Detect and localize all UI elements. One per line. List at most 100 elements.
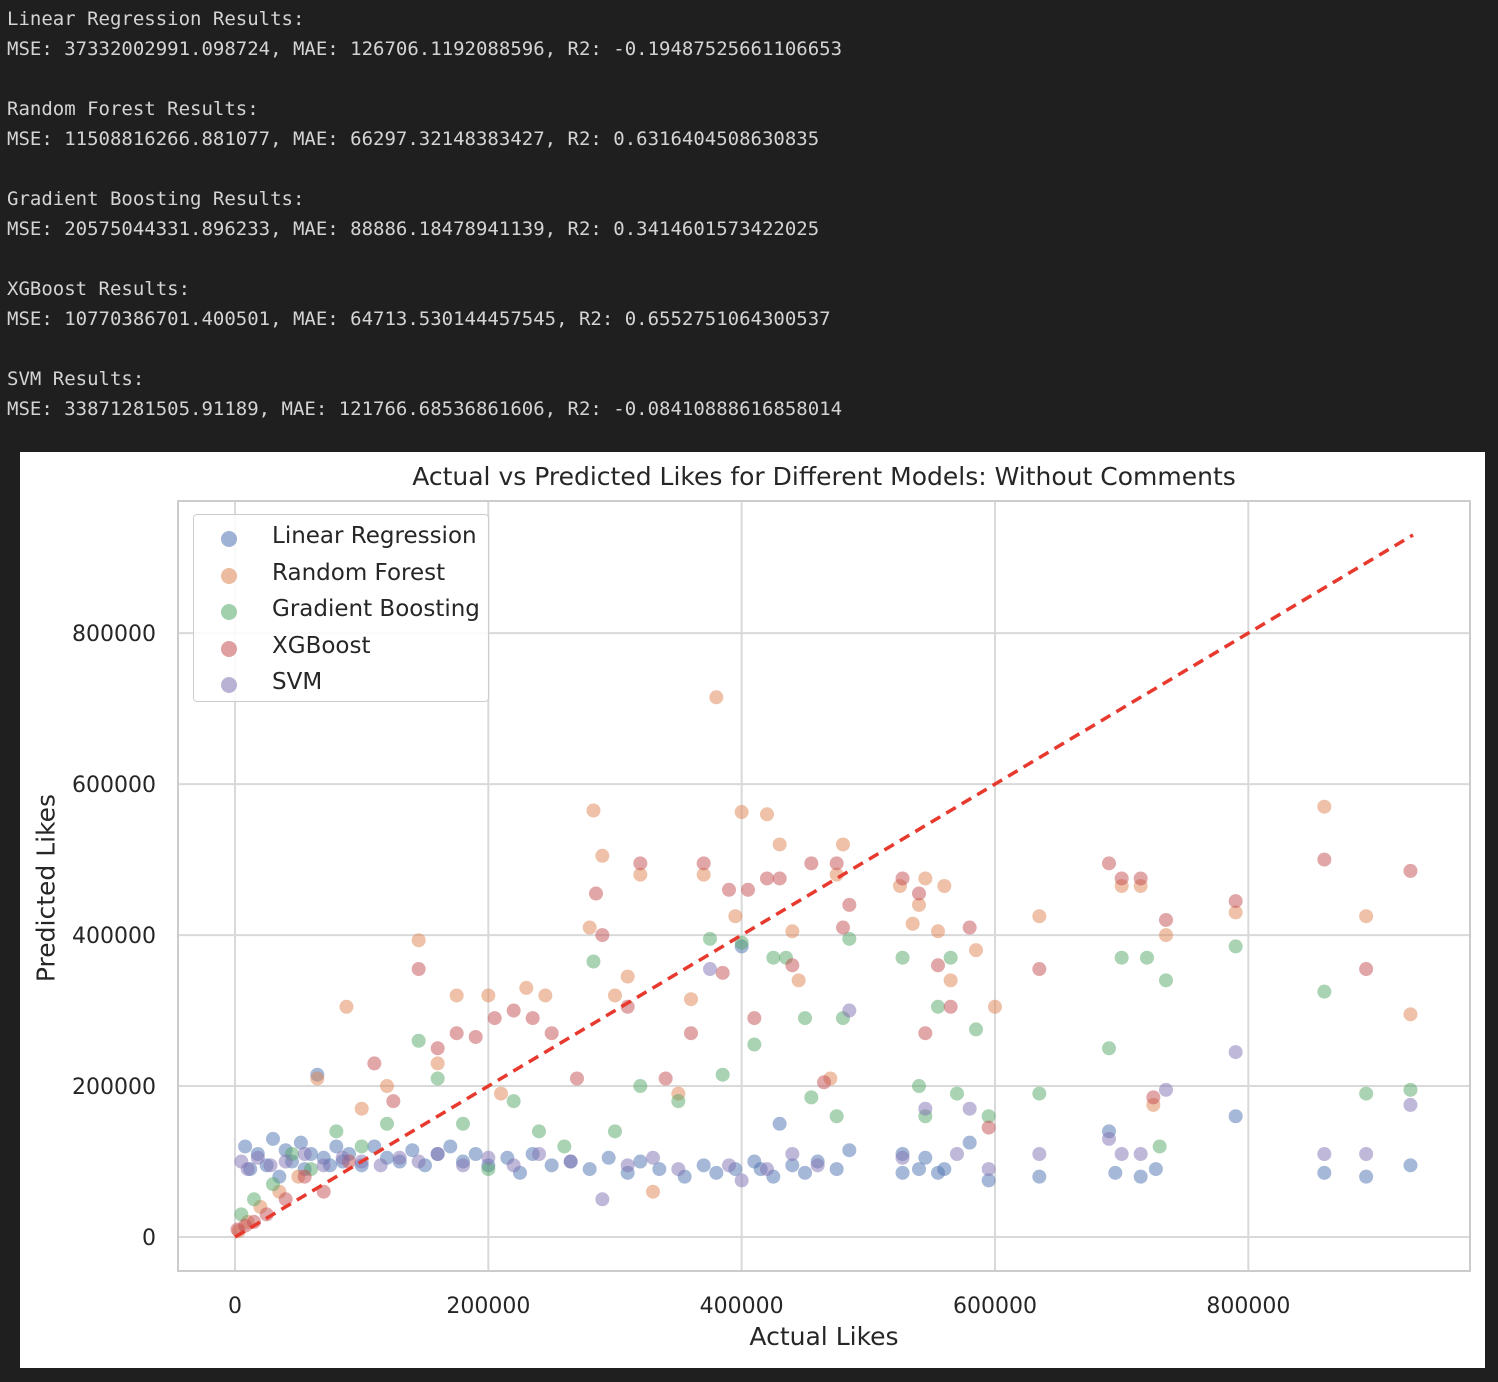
data-point xyxy=(1359,962,1374,977)
series-random-forest xyxy=(231,690,1418,1238)
legend-label: Linear Regression xyxy=(272,523,477,549)
data-point xyxy=(836,920,850,935)
legend-marker-icon xyxy=(221,604,237,620)
legend-marker-icon xyxy=(221,677,237,693)
data-point xyxy=(772,1116,787,1131)
reference-line xyxy=(234,533,1414,1239)
data-point xyxy=(912,1162,926,1177)
data-point xyxy=(620,1158,635,1173)
data-point xyxy=(506,1003,521,1018)
data-point xyxy=(760,1162,774,1177)
x-tick-label: 800000 xyxy=(1206,1294,1290,1319)
x-tick-label: 200000 xyxy=(446,1294,530,1319)
data-point xyxy=(895,871,910,886)
data-point xyxy=(709,690,724,705)
plot-frame xyxy=(177,500,1471,1272)
data-points xyxy=(230,690,1418,1238)
data-point xyxy=(582,1162,597,1177)
data-point xyxy=(411,933,426,948)
series-linear-regression xyxy=(238,939,1418,1188)
y-axis-label: Predicted Likes xyxy=(31,793,61,983)
data-point xyxy=(1317,1146,1332,1161)
data-point xyxy=(671,1094,686,1109)
data-point xyxy=(293,1135,308,1150)
data-point xyxy=(430,1071,445,1086)
data-point xyxy=(937,879,952,893)
data-point xyxy=(1114,950,1129,965)
data-point xyxy=(316,1158,331,1173)
console-blank-line xyxy=(7,334,1487,364)
data-point xyxy=(595,848,610,863)
data-point xyxy=(918,1101,933,1116)
data-point xyxy=(905,916,920,931)
data-point xyxy=(696,867,711,882)
legend-item: XGBoost xyxy=(194,631,488,667)
data-point xyxy=(367,1056,382,1071)
data-point xyxy=(969,1022,983,1037)
legend-item: Random Forest xyxy=(194,558,488,594)
data-point xyxy=(1359,909,1374,924)
legend-label: XGBoost xyxy=(272,632,371,659)
data-point xyxy=(633,1079,648,1094)
data-point xyxy=(785,958,800,973)
data-point xyxy=(709,1165,724,1180)
data-point xyxy=(354,1101,369,1116)
data-point xyxy=(728,909,743,924)
data-point xyxy=(798,1165,812,1180)
data-point xyxy=(1032,909,1047,924)
data-point xyxy=(494,1086,508,1101)
data-point xyxy=(912,897,926,912)
data-point xyxy=(918,1150,933,1165)
series-xgboost xyxy=(230,852,1418,1237)
data-point xyxy=(238,1139,253,1154)
data-point xyxy=(506,1094,521,1109)
y-tick-label: 400000 xyxy=(72,924,156,949)
data-point xyxy=(354,1139,369,1154)
data-point xyxy=(715,965,730,980)
data-point xyxy=(456,1158,470,1173)
legend-label: Random Forest xyxy=(272,559,446,586)
data-point xyxy=(962,1101,977,1116)
data-point xyxy=(1133,1169,1148,1184)
data-point xyxy=(785,924,800,939)
data-point xyxy=(931,924,945,939)
data-point xyxy=(633,1154,648,1169)
data-point xyxy=(266,1131,280,1146)
data-point xyxy=(1159,1082,1173,1097)
data-point xyxy=(544,1026,559,1041)
data-point xyxy=(297,1146,312,1161)
legend-label: Gradient Boosting xyxy=(272,596,480,622)
console-line: MSE: 33871281505.91189, MAE: 121766.6853… xyxy=(7,398,843,420)
data-point xyxy=(1403,1007,1418,1022)
data-point xyxy=(1102,1041,1116,1056)
data-point xyxy=(633,856,648,871)
data-point xyxy=(608,1124,622,1139)
data-point xyxy=(430,1146,445,1161)
data-point xyxy=(943,973,958,988)
data-point xyxy=(842,1003,857,1018)
data-point xyxy=(1032,1169,1047,1184)
legend-marker-icon xyxy=(221,531,237,547)
data-point xyxy=(722,882,736,897)
data-point xyxy=(234,1207,249,1222)
data-point xyxy=(589,886,603,901)
data-point xyxy=(544,1158,559,1173)
x-tick-label: 600000 xyxy=(953,1294,1037,1319)
data-point xyxy=(931,999,945,1014)
data-point xyxy=(703,962,717,977)
console-blank-line xyxy=(7,64,1487,94)
data-point xyxy=(1152,1139,1167,1154)
data-point xyxy=(836,837,850,852)
data-point xyxy=(392,1150,407,1165)
data-point xyxy=(962,1135,977,1150)
data-point xyxy=(266,1177,280,1192)
data-point xyxy=(981,1109,996,1124)
data-point xyxy=(468,1146,483,1161)
data-point xyxy=(411,962,426,977)
scatter-chart: 0 200000 400000 600000 800000 0 200000 400000 60… xyxy=(72,500,1471,1319)
chart-title: Actual vs Predicted Likes for Different … xyxy=(412,462,1236,491)
data-point xyxy=(430,1056,445,1071)
x-tick-label: 400000 xyxy=(700,1294,784,1319)
y-tick-label: 800000 xyxy=(72,622,156,647)
data-point xyxy=(468,1029,483,1044)
